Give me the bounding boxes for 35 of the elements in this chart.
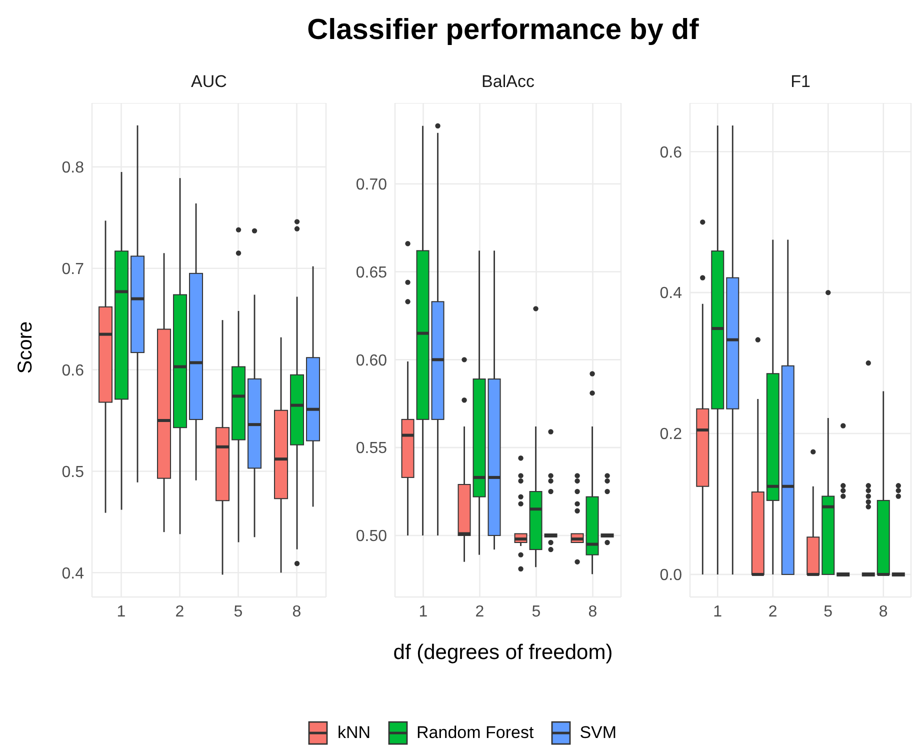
y-tick-label: 0.60 <box>356 352 388 370</box>
x-axis-title: df (degrees of freedom) <box>392 641 614 665</box>
y-tick-label: 0.2 <box>660 426 682 444</box>
x-tick-label: 8 <box>588 603 598 620</box>
y-tick-label: 0.0 <box>660 567 682 584</box>
x-tick-label: 2 <box>768 603 778 620</box>
y-axis-title: Score <box>14 320 38 376</box>
y-tick-label: 0.7 <box>62 261 84 278</box>
x-tick-label: 1 <box>418 603 428 620</box>
legend-label: kNN <box>337 723 371 743</box>
x-tick-label: 1 <box>116 603 126 620</box>
y-tick-label: 0.70 <box>356 176 388 194</box>
x-tick-label: 2 <box>175 603 184 620</box>
x-tick-label: 5 <box>824 603 833 620</box>
y-tick-label: 0.6 <box>62 362 84 380</box>
y-tick-label: 0.8 <box>62 160 84 177</box>
x-tick-label: 2 <box>475 603 484 620</box>
x-tick-label: 5 <box>532 603 541 620</box>
y-tick-label: 0.65 <box>356 264 388 282</box>
x-tick-label: 8 <box>292 603 302 620</box>
y-tick-label: 0.4 <box>660 285 682 302</box>
chart-title: Classifier performance by df <box>306 14 700 47</box>
chart-subtitle: BalAcc <box>480 72 536 92</box>
chart-subtitle: AUC <box>190 72 228 92</box>
x-tick-label: 8 <box>878 603 888 620</box>
y-tick-label: 0.4 <box>62 565 84 582</box>
x-tick-label: 5 <box>234 603 243 620</box>
y-tick-label: 0.6 <box>660 144 682 162</box>
chart-subtitle: F1 <box>790 72 812 92</box>
y-tick-label: 0.55 <box>356 440 388 458</box>
y-tick-label: 0.5 <box>62 464 84 481</box>
x-tick-label: 1 <box>713 603 722 620</box>
y-tick-label: 0.50 <box>356 528 388 546</box>
legend-label: Random Forest <box>416 723 534 743</box>
legend-label: SVM <box>580 723 617 743</box>
